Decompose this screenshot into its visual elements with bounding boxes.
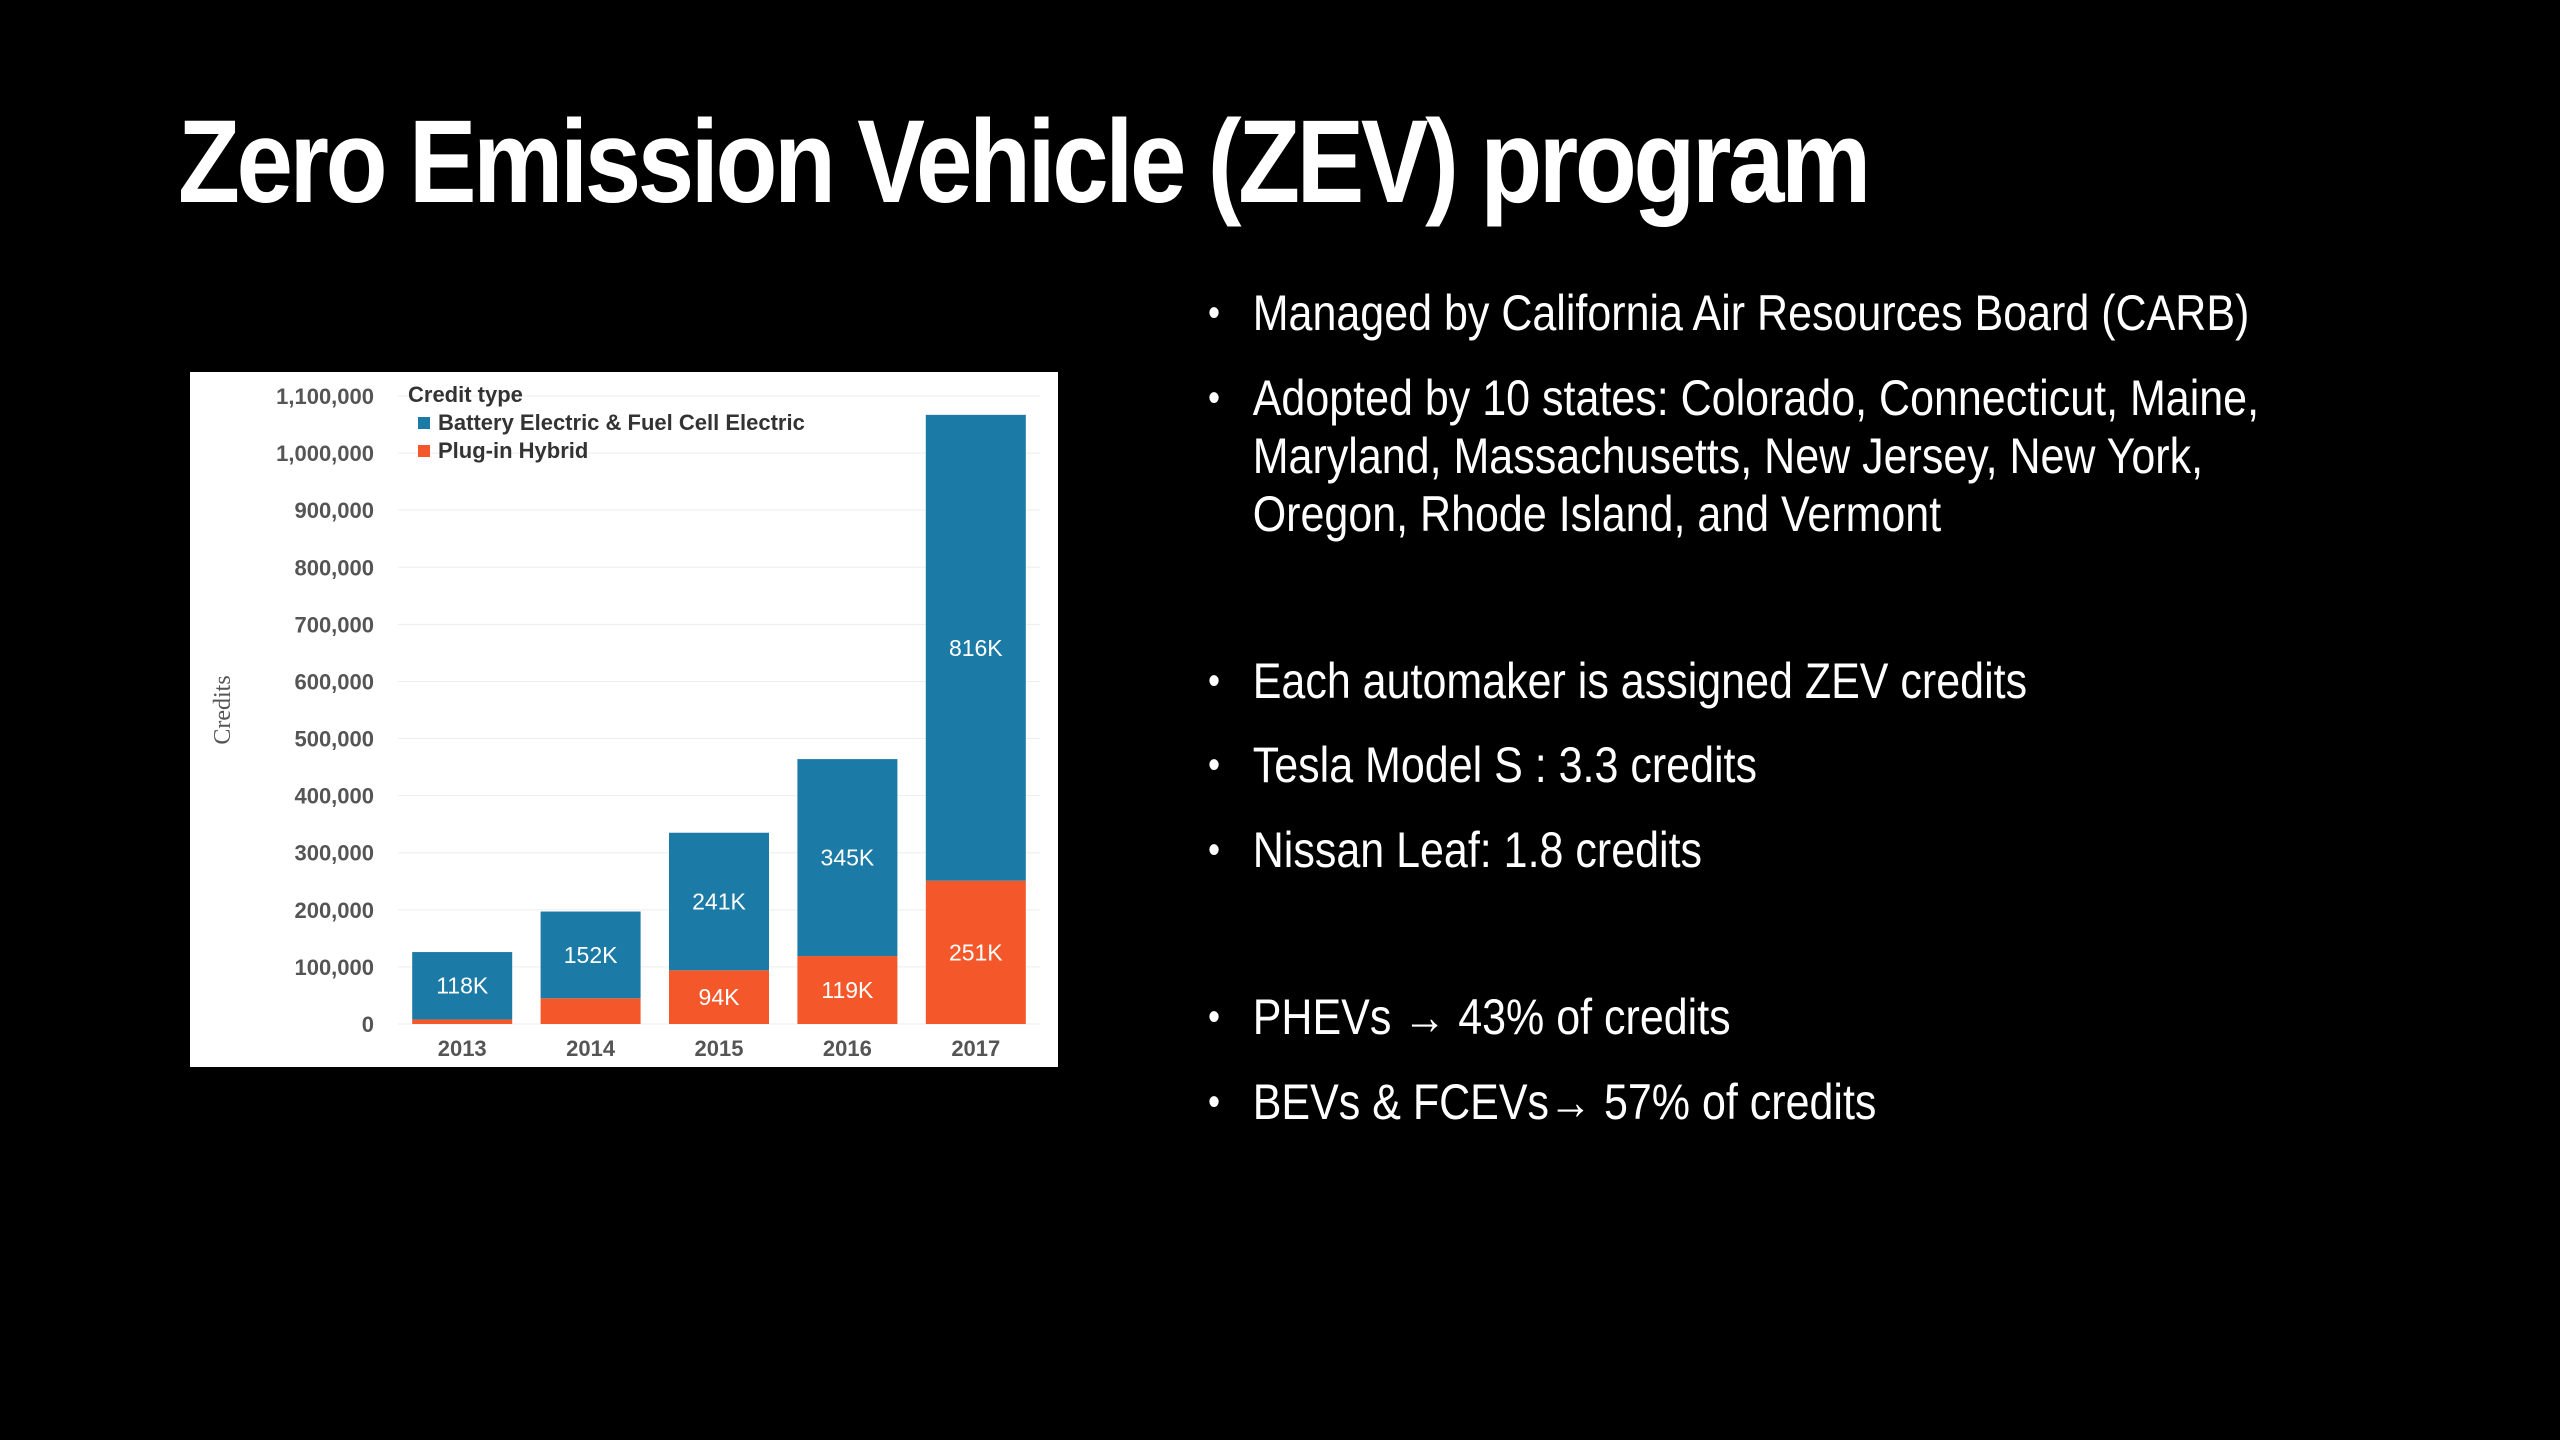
bullet-line: Tesla Model S : 3.3 credits bbox=[1252, 737, 1758, 793]
y-tick-label: 600,000 bbox=[294, 669, 374, 694]
x-tick-label: 2017 bbox=[951, 1036, 1000, 1061]
bar-data-label: 251K bbox=[949, 939, 1003, 965]
bullet-text: Managed by California Air Resources Boar… bbox=[1253, 284, 2515, 342]
legend-swatch bbox=[418, 445, 430, 457]
legend-entry: Plug-in Hybrid bbox=[438, 438, 588, 463]
bullet-dot-icon: • bbox=[1208, 743, 1221, 787]
bullet-item: • Adopted by 10 states: Colorado, Connec… bbox=[1208, 369, 2515, 543]
bullet-item: • Nissan Leaf: 1.8 credits bbox=[1208, 821, 2515, 879]
bullet-line: Nissan Leaf: 1.8 credits bbox=[1252, 822, 1703, 878]
bullet-line: BEVs & FCEVs→ 57% of credits bbox=[1252, 1074, 1877, 1130]
bullet-dot-icon: • bbox=[1208, 1080, 1221, 1124]
y-axis-title: Credits bbox=[210, 675, 236, 744]
bullet-line: PHEVs → 43% of credits bbox=[1252, 989, 1731, 1045]
legend-swatch bbox=[418, 417, 430, 429]
bullet-item: • BEVs & FCEVs→ 57% of credits bbox=[1208, 1073, 2515, 1131]
bar-segment bbox=[540, 911, 641, 999]
bullet-text: PHEVs → 43% of credits bbox=[1253, 988, 2515, 1046]
bullet-dot-icon: • bbox=[1208, 995, 1221, 1039]
bar-segment bbox=[669, 970, 769, 1024]
stacked-bar-chart: 0 100,000 200,000 300,000 400,000 500,000 600,… bbox=[210, 382, 1040, 1061]
bullet-dot-icon: • bbox=[1208, 376, 1221, 420]
bar-segment bbox=[412, 952, 513, 1020]
bullet-text: BEVs & FCEVs→ 57% of credits bbox=[1253, 1073, 2515, 1131]
bar-segment bbox=[797, 759, 898, 957]
bullet-item: • Managed by California Air Resources Bo… bbox=[1208, 284, 2515, 342]
bar-data-label: 118K bbox=[436, 973, 489, 999]
x-tick-label: 2014 bbox=[566, 1036, 616, 1061]
bar-segment bbox=[412, 1019, 513, 1024]
bullet-line: Maryland, Massachusetts, New Jersey, New… bbox=[1252, 428, 2204, 484]
bullet-line: Oregon, Rhode Island, and Vermont bbox=[1252, 486, 1942, 542]
y-tick-label: 900,000 bbox=[294, 498, 374, 523]
bar-segment bbox=[925, 414, 1026, 881]
bar-data-label: 119K bbox=[821, 977, 874, 1003]
bullet-text: Tesla Model S : 3.3 credits bbox=[1253, 736, 2515, 794]
y-tick-label: 700,000 bbox=[294, 612, 374, 637]
y-tick-label: 200,000 bbox=[294, 898, 374, 923]
y-tick-label: 0 bbox=[362, 1012, 374, 1037]
bar-segment bbox=[797, 956, 898, 1024]
y-tick-label: 800,000 bbox=[294, 555, 374, 580]
chart-panel: 0 100,000 200,000 300,000 400,000 500,000 600,… bbox=[190, 372, 1058, 1067]
y-tick-label: 1,000,000 bbox=[276, 441, 374, 466]
bullet-dot-icon: • bbox=[1208, 828, 1221, 872]
y-tick-label: 100,000 bbox=[294, 955, 374, 980]
bullet-line: Managed by California Air Resources Boar… bbox=[1252, 285, 2250, 341]
bullet-item: • Each automaker is assigned ZEV credits bbox=[1208, 652, 2515, 710]
bar-segment bbox=[669, 832, 769, 971]
legend-entry: Battery Electric & Fuel Cell Electric bbox=[438, 410, 805, 435]
bullet-text: Adopted by 10 states: Colorado, Connecti… bbox=[1253, 369, 2515, 543]
bar-data-label: 241K bbox=[692, 889, 746, 915]
y-tick-label: 500,000 bbox=[294, 727, 374, 752]
bar-segment bbox=[925, 880, 1026, 1024]
bar-data-label: 152K bbox=[564, 942, 618, 968]
y-tick-label: 400,000 bbox=[294, 784, 374, 809]
y-tick-label: 300,000 bbox=[294, 841, 374, 866]
x-tick-label: 2015 bbox=[695, 1036, 744, 1061]
bar-data-label: 345K bbox=[821, 845, 875, 871]
y-tick-label: 1,100,000 bbox=[276, 384, 374, 409]
slide-title: Zero Emission Vehicle (ZEV) program bbox=[178, 96, 1871, 228]
bar-data-label: 94K bbox=[699, 984, 741, 1010]
bullet-item: • PHEVs → 43% of credits bbox=[1208, 988, 2515, 1046]
bullet-item: • Tesla Model S : 3.3 credits bbox=[1208, 736, 2515, 794]
bullet-text: Nissan Leaf: 1.8 credits bbox=[1253, 821, 2515, 879]
bullet-dot-icon: • bbox=[1208, 291, 1221, 335]
bar-segment bbox=[540, 998, 641, 1024]
x-tick-label: 2013 bbox=[438, 1036, 487, 1061]
legend-title: Credit type bbox=[408, 382, 523, 407]
x-tick-label: 2016 bbox=[823, 1036, 872, 1061]
bullet-line: Each automaker is assigned ZEV credits bbox=[1252, 653, 2028, 709]
bar-data-label: 816K bbox=[949, 635, 1003, 661]
bullet-dot-icon: • bbox=[1208, 659, 1221, 703]
bullet-text: Each automaker is assigned ZEV credits bbox=[1253, 652, 2515, 710]
bullet-line: Adopted by 10 states: Colorado, Connecti… bbox=[1252, 370, 2260, 426]
